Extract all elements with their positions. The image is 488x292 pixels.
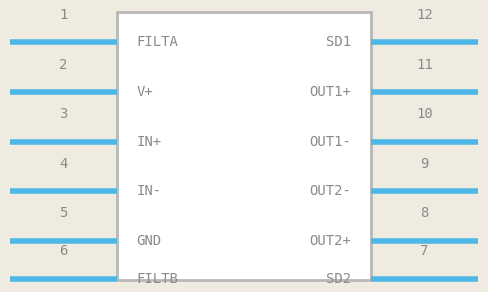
Text: 2: 2 [59,58,68,72]
Text: 5: 5 [59,206,68,220]
Text: 1: 1 [59,8,68,22]
Text: 8: 8 [420,206,429,220]
Text: FILTB: FILTB [137,272,179,286]
Text: 9: 9 [420,157,429,171]
Text: OUT1+: OUT1+ [309,85,351,99]
Text: OUT2-: OUT2- [309,184,351,198]
Text: OUT2+: OUT2+ [309,234,351,248]
Text: SD2: SD2 [326,272,351,286]
Text: 12: 12 [416,8,433,22]
Text: 7: 7 [420,244,429,258]
Text: IN-: IN- [137,184,162,198]
Text: SD1: SD1 [326,35,351,49]
Text: 10: 10 [416,107,433,121]
Text: 11: 11 [416,58,433,72]
Text: GND: GND [137,234,162,248]
Text: OUT1-: OUT1- [309,135,351,149]
Bar [117,12,371,280]
Text: IN+: IN+ [137,135,162,149]
Text: 3: 3 [59,107,68,121]
Text: FILTA: FILTA [137,35,179,49]
Text: V+: V+ [137,85,153,99]
Text: 6: 6 [59,244,68,258]
Text: 4: 4 [59,157,68,171]
